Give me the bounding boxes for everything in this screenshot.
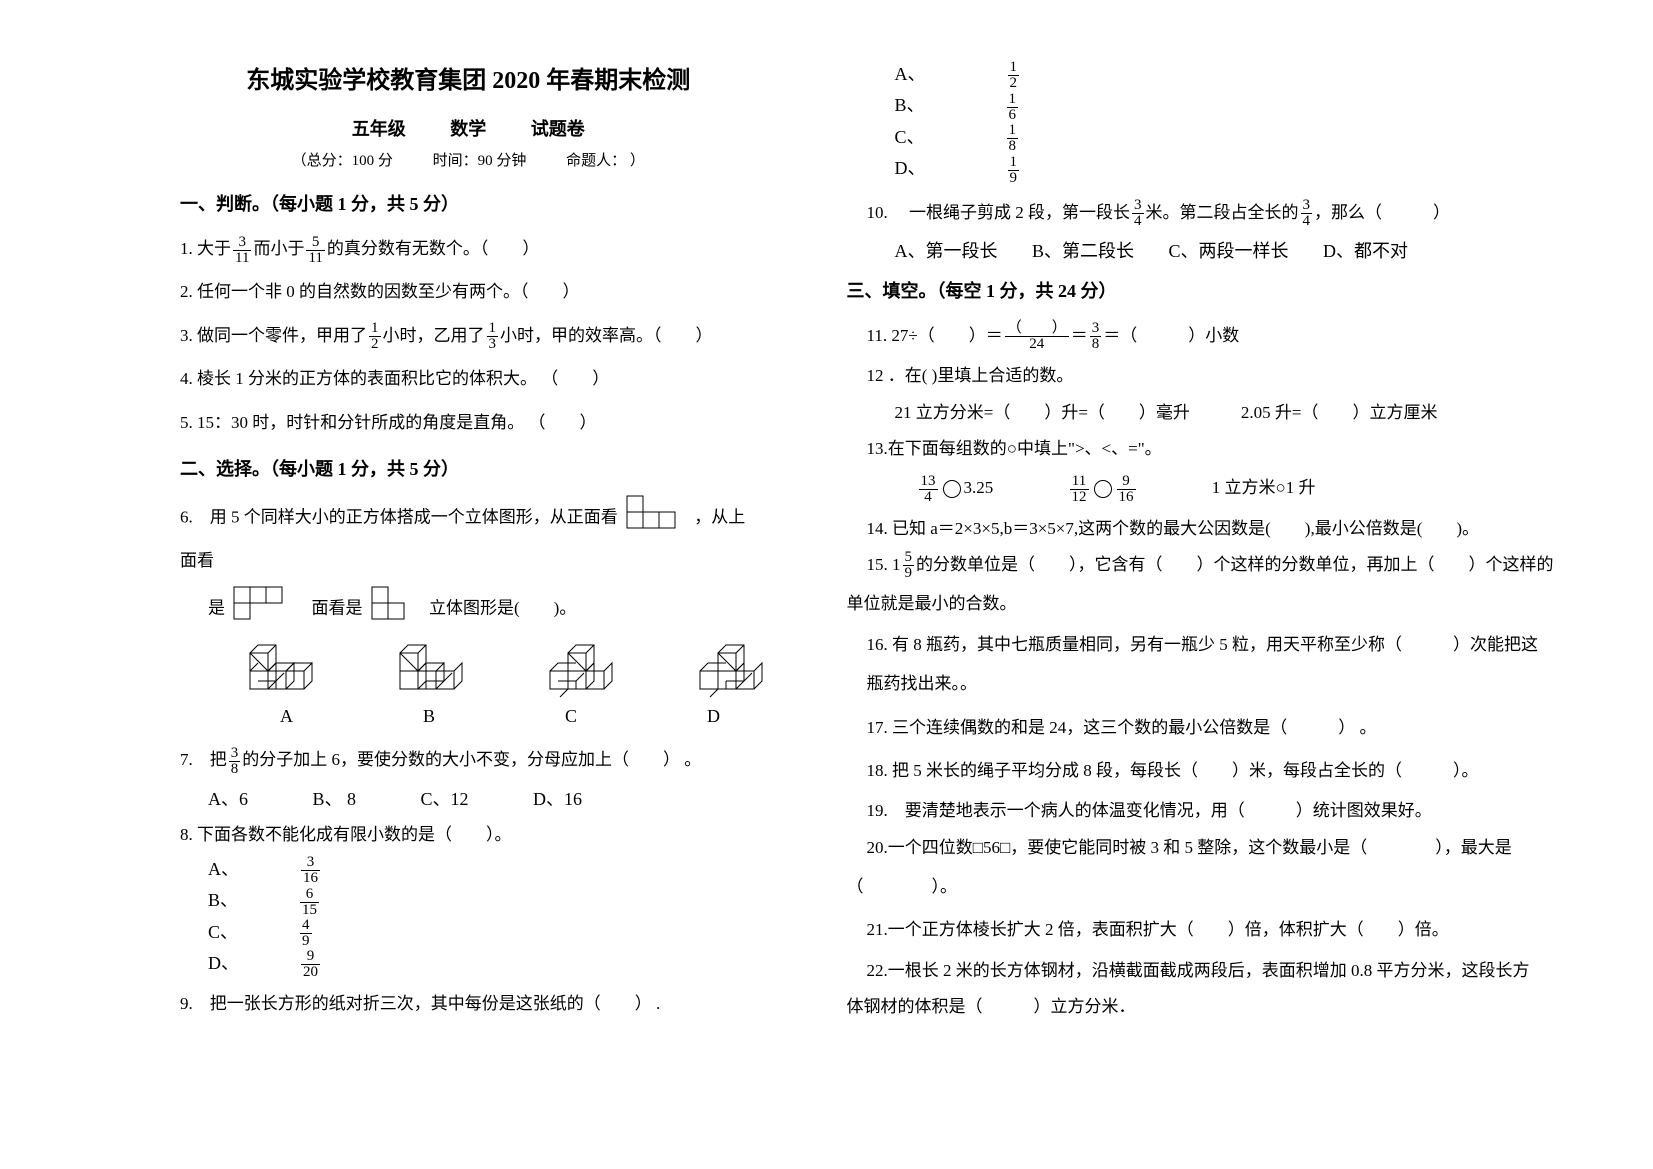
q7-opt-c: C、12 — [421, 785, 469, 811]
question-11: 11. 27÷（ ）＝（ ）24＝38＝（ ）小数 — [867, 317, 1574, 354]
q8-opt-c: C、49 — [208, 918, 432, 949]
label-b: B — [423, 706, 435, 727]
question-21: 21.一个正方体棱长扩大 2 倍，表面积扩大（ ）倍，体积扩大（ ）倍。 — [867, 911, 1574, 948]
question-12-line: 21 立方分米=（ ）升=（ ）毫升 2.05 升=（ ）立方厘米 — [867, 397, 1574, 429]
q8-opt-a: A、316 — [208, 855, 440, 886]
author: 命题人： ） — [566, 153, 645, 169]
q10-opt-d: D、都不对 — [1323, 237, 1408, 263]
circle-icon — [1094, 480, 1112, 498]
question-16: 16. 有 8 瓶药，其中七瓶质量相同，另有一瓶少 5 粒，用天平称至少称（ ）… — [867, 629, 1574, 661]
figure-d — [690, 643, 780, 698]
exam-title: 东城实验学校教育集团 2020 年春期末检测 — [180, 60, 757, 95]
page-left-column: 东城实验学校教育集团 2020 年春期末检测 五年级 数学 试题卷 （总分：10… — [0, 0, 827, 1169]
q9-opt-d: D、19 — [895, 154, 1180, 185]
question-2: 2. 任何一个非 0 的自然数的因数至少有两个。（ ） — [180, 273, 757, 310]
q9-opt-b: B、16 — [895, 91, 1179, 122]
question-22: 22.一根长 2 米的长方体钢材，沿横截面截成两段后，表面积增加 0.8 平方分… — [867, 955, 1574, 987]
question-4: 4. 棱长 1 分米的正方体的表面积比它的体积大。 （ ） — [180, 360, 757, 397]
question-6-labels: A B C D — [180, 706, 757, 727]
time-limit: 时间：90 分钟 — [433, 153, 527, 169]
q9-opt-c: C、18 — [895, 123, 1179, 154]
question-6-line2: 是 面看是 立体图形是( )。 — [180, 586, 757, 633]
q10-opt-c: C、两段一样长 — [1169, 237, 1289, 263]
question-19: 19. 要清楚地表示一个病人的体温变化情况，用（ ）统计图效果好。 — [867, 795, 1574, 827]
subject-label: 数学 — [450, 119, 486, 139]
front-view-icon — [626, 495, 686, 542]
figure-c — [540, 643, 630, 698]
question-3: 3. 做同一个零件，甲用了12小时，乙用了13小时，甲的效率高。（ ） — [180, 317, 757, 354]
q10-opt-a: A、第一段长 — [895, 237, 998, 263]
section-2-header: 二、选择。（每小题 1 分，共 5 分） — [180, 455, 757, 481]
question-17: 17. 三个连续偶数的和是 24，这三个数的最小公倍数是（ ） 。 — [867, 709, 1574, 746]
subtitle-row: 五年级 数学 试题卷 — [180, 115, 757, 141]
q8-opt-d: D、920 — [208, 949, 440, 980]
figure-b — [390, 643, 480, 698]
question-20b: （ ）。 — [847, 868, 1574, 905]
question-18: 18. 把 5 米长的绳子平均分成 8 段，每段长（ ）米，每段占全长的（ ）。 — [867, 752, 1574, 789]
question-15b: 单位就是最小的合数。 — [847, 585, 1574, 622]
question-10-options: A、第一段长 B、第二段长 C、两段一样长 D、都不对 — [867, 237, 1574, 263]
q7-opt-d: D、16 — [533, 785, 582, 811]
grade-label: 五年级 — [352, 119, 406, 139]
section-1-header: 一、判断。（每小题 1 分，共 5 分） — [180, 190, 757, 216]
q10-opt-b: B、第二段长 — [1032, 237, 1134, 263]
question-8: 8. 下面各数不能化成有限小数的是（ ）。 — [180, 819, 757, 851]
question-14: 14. 已知 a＝2×3×5,b＝3×5×7,这两个数的最大公因数是( ),最小… — [867, 513, 1574, 545]
question-16b: 瓶药找出来。。 — [867, 665, 1574, 702]
q9-opt-a: A、12 — [895, 60, 1180, 91]
question-10: 10. 一根绳子剪成 2 段，第一段长34米。第二段占全长的34，那么（ ） — [867, 194, 1574, 231]
figure-a — [240, 643, 330, 698]
question-1: 1. 大于311而小于511的真分数有无数个。（ ） — [180, 230, 757, 267]
label-c: C — [565, 706, 577, 727]
label-a: A — [280, 706, 293, 727]
total-score: （总分：100 分 — [292, 153, 393, 169]
q8-opt-b: B、615 — [208, 886, 439, 917]
question-22b: 体钢材的体积是（ ）立方分米． — [847, 991, 1574, 1023]
page-right-column: A、12 B、16 C、18 D、19 10. 一根绳子剪成 2 段，第一段长3… — [827, 0, 1653, 1169]
section-3-header: 三、填空。（每空 1 分，共 24 分） — [847, 277, 1574, 303]
question-6: 6. 用 5 个同样大小的正方体搭成一个立体图形，从正面看 ，从上面看 — [180, 495, 757, 580]
q13-group-3: 1 立方米○1 升 — [1212, 469, 1316, 506]
question-13: 13.在下面每组数的○中填上">、<、="。 — [867, 433, 1574, 465]
top-view-icon — [233, 586, 303, 633]
q7-opt-b: B、 8 — [313, 785, 357, 811]
meta-row: （总分：100 分 时间：90 分钟 命题人： ） — [180, 149, 757, 170]
paper-label: 试题卷 — [531, 119, 585, 139]
question-15: 15. 159的分数单位是（ ），它含有（ ）个这样的分数单位，再加上（ ）个这… — [867, 549, 1574, 582]
label-d: D — [707, 706, 720, 727]
question-9: 9. 把一张长方形的纸对折三次，其中每份是这张纸的（ ） . — [180, 988, 757, 1020]
side-view-icon — [371, 586, 421, 633]
question-20: 20.一个四位数□56□，要使它能同时被 3 和 5 整除，这个数最小是（ ），… — [867, 832, 1574, 864]
question-7-options: A、6 B、 8 C、12 D、16 — [180, 785, 757, 811]
question-12: 12 ．在( )里填上合适的数。 — [867, 360, 1574, 392]
q13-group-1: 1343.25 — [917, 469, 994, 506]
question-13-groups: 1343.25 1112916 1 立方米○1 升 — [867, 469, 1574, 506]
question-5: 5. 15：30 时，时针和分针所成的角度是直角。 （ ） — [180, 404, 757, 441]
circle-icon — [943, 480, 961, 498]
question-8-options: A、316 B、615 C、49 D、920 — [180, 855, 757, 981]
q7-opt-a: A、6 — [208, 785, 248, 811]
question-6-figures — [180, 643, 757, 698]
q13-group-2: 1112916 — [1068, 469, 1138, 506]
question-7: 7. 把38的分子加上 6，要使分数的大小不变，分母应加上（ ） 。 — [180, 741, 757, 778]
question-9-options: A、12 B、16 C、18 D、19 — [867, 60, 1574, 186]
